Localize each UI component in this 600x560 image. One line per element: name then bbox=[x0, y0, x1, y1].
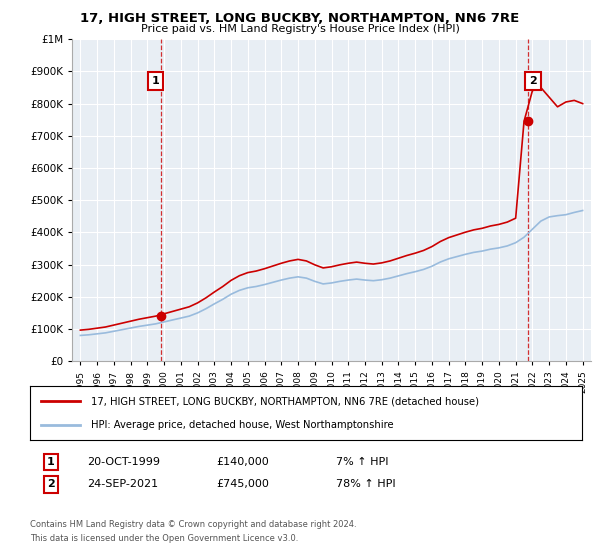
Text: 1: 1 bbox=[47, 457, 55, 467]
Text: 1: 1 bbox=[152, 76, 160, 86]
Text: HPI: Average price, detached house, West Northamptonshire: HPI: Average price, detached house, West… bbox=[91, 419, 394, 430]
Text: 17, HIGH STREET, LONG BUCKBY, NORTHAMPTON, NN6 7RE (detached house): 17, HIGH STREET, LONG BUCKBY, NORTHAMPTO… bbox=[91, 396, 479, 407]
Text: 7% ↑ HPI: 7% ↑ HPI bbox=[336, 457, 389, 467]
Text: 2: 2 bbox=[529, 76, 537, 86]
Text: £140,000: £140,000 bbox=[216, 457, 269, 467]
Text: 78% ↑ HPI: 78% ↑ HPI bbox=[336, 479, 395, 489]
Text: 24-SEP-2021: 24-SEP-2021 bbox=[87, 479, 158, 489]
Text: 2: 2 bbox=[47, 479, 55, 489]
Text: Price paid vs. HM Land Registry's House Price Index (HPI): Price paid vs. HM Land Registry's House … bbox=[140, 24, 460, 34]
Text: £745,000: £745,000 bbox=[216, 479, 269, 489]
Text: 17, HIGH STREET, LONG BUCKBY, NORTHAMPTON, NN6 7RE: 17, HIGH STREET, LONG BUCKBY, NORTHAMPTO… bbox=[80, 12, 520, 25]
Text: Contains HM Land Registry data © Crown copyright and database right 2024.: Contains HM Land Registry data © Crown c… bbox=[30, 520, 356, 529]
Text: 20-OCT-1999: 20-OCT-1999 bbox=[87, 457, 160, 467]
Text: This data is licensed under the Open Government Licence v3.0.: This data is licensed under the Open Gov… bbox=[30, 534, 298, 543]
